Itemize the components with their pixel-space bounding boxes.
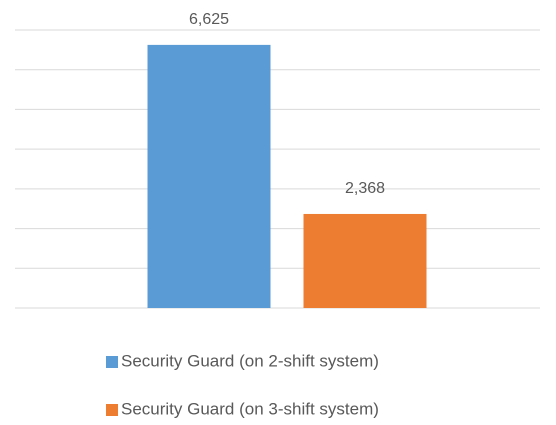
- legend-label: Security Guard (on 2-shift system): [121, 351, 379, 370]
- data-label: 2,368: [345, 180, 385, 197]
- legend-label: Security Guard (on 3-shift system): [121, 399, 379, 418]
- legend-swatch: [106, 404, 118, 416]
- data-label: 6,625: [189, 11, 229, 28]
- bar: [147, 44, 271, 309]
- bar: [303, 213, 427, 308]
- legend-swatch: [106, 356, 118, 368]
